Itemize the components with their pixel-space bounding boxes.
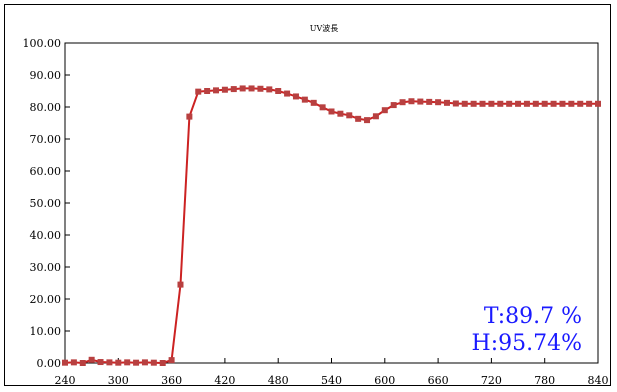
y-tick-label: 0.00: [37, 357, 62, 370]
data-point: [523, 100, 530, 107]
chart-title: UV波長: [310, 23, 339, 33]
data-point: [239, 85, 246, 92]
data-point: [337, 110, 344, 117]
data-point: [479, 100, 486, 107]
data-point: [97, 359, 104, 366]
y-tick-label: 30.00: [30, 261, 62, 274]
data-point: [595, 100, 601, 107]
data-point: [266, 86, 273, 93]
data-point: [275, 88, 282, 94]
data-point: [133, 359, 140, 366]
data-point: [257, 85, 264, 92]
data-point: [141, 359, 148, 366]
data-point: [204, 88, 211, 94]
data-point: [319, 104, 326, 111]
y-tick-label: 10.00: [30, 325, 62, 338]
data-point: [550, 100, 557, 107]
data-point: [88, 356, 95, 363]
data-point: [62, 359, 68, 366]
data-point: [381, 107, 388, 114]
transmittance-annotation: T:89.7 %: [484, 304, 582, 329]
data-point: [515, 100, 522, 107]
data-point: [399, 99, 406, 106]
data-point: [559, 100, 566, 107]
data-point: [443, 99, 450, 106]
data-point: [284, 90, 291, 97]
data-point: [417, 98, 424, 105]
data-point: [346, 112, 353, 119]
y-tick-label: 20.00: [30, 293, 62, 306]
y-tick-label: 50.00: [30, 197, 62, 210]
haze-annotation: H:95.74%: [472, 331, 582, 356]
x-tick-label: 780: [534, 374, 555, 387]
x-tick-label: 420: [214, 374, 235, 387]
data-point: [461, 100, 468, 107]
data-point: [435, 99, 442, 106]
x-tick-label: 660: [428, 374, 449, 387]
data-point: [390, 102, 397, 109]
data-point: [79, 360, 86, 366]
data-point: [470, 100, 477, 107]
x-tick-label: 300: [108, 374, 129, 387]
y-tick-label: 60.00: [30, 165, 62, 178]
data-point: [70, 359, 77, 366]
y-axis: 0.00 10.00 20.00 30.00 40.00 50.00 60.00 70.00 8…: [23, 37, 70, 370]
y-tick-label: 100.00: [23, 37, 62, 50]
data-point: [310, 99, 317, 106]
data-point: [372, 113, 379, 120]
y-tick-label: 90.00: [30, 69, 62, 82]
data-point: [452, 100, 459, 107]
data-point: [292, 93, 299, 100]
data-point: [186, 113, 193, 120]
x-tick-label: 360: [161, 374, 182, 387]
data-point: [177, 281, 184, 288]
data-point: [328, 108, 335, 115]
data-point: [568, 100, 575, 107]
x-tick-label: 600: [374, 374, 395, 387]
data-point: [355, 115, 362, 122]
x-tick-label: 240: [55, 374, 76, 387]
data-point: [532, 100, 539, 107]
y-tick-label: 70.00: [30, 133, 62, 146]
data-point: [586, 100, 593, 107]
data-point: [221, 86, 228, 93]
data-point: [150, 359, 157, 366]
data-point: [408, 98, 415, 105]
data-point: [159, 360, 166, 366]
data-point: [506, 100, 513, 107]
data-point: [124, 359, 131, 366]
x-tick-label: 480: [268, 374, 289, 387]
y-tick-label: 40.00: [30, 229, 62, 242]
data-point: [364, 117, 371, 124]
y-tick-label: 80.00: [30, 101, 62, 114]
data-point: [230, 86, 237, 93]
x-tick-label: 720: [481, 374, 502, 387]
data-point: [195, 88, 202, 95]
data-point: [115, 359, 122, 366]
data-point: [106, 359, 113, 366]
data-point: [213, 87, 220, 94]
data-point: [497, 100, 504, 107]
series-layer: [62, 85, 601, 366]
data-point: [577, 100, 584, 107]
data-point: [301, 96, 308, 103]
data-point: [426, 98, 433, 105]
data-point: [168, 357, 175, 364]
x-tick-label: 540: [321, 374, 342, 387]
chart-frame: [4, 4, 611, 386]
data-point: [248, 85, 255, 92]
x-tick-label: 840: [588, 374, 609, 387]
data-point: [488, 100, 495, 107]
data-point: [541, 100, 548, 107]
